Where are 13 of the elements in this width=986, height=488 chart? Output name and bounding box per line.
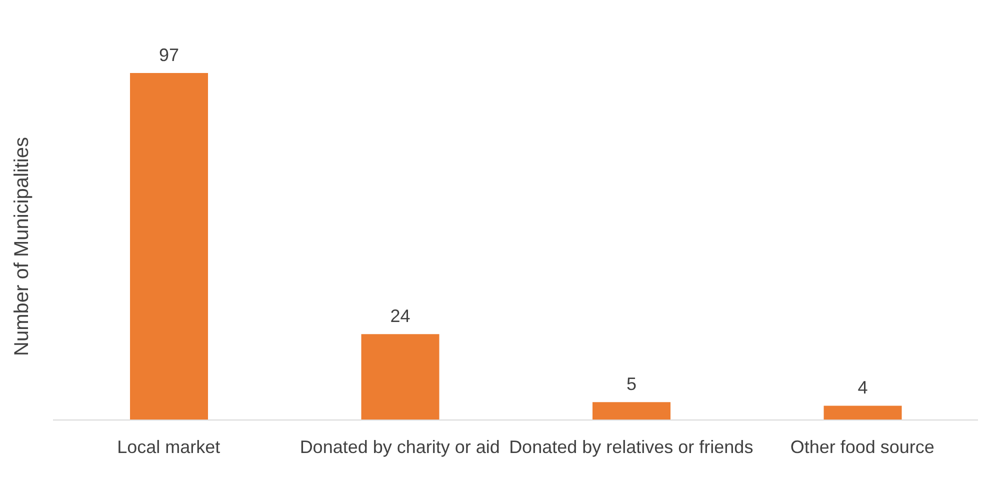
bar [592,402,670,420]
x-tick-label: Donated by relatives or friends [509,436,754,457]
data-label: 97 [158,45,180,65]
x-tick-label: Donated by charity or aid [300,436,500,457]
y-axis-title: Number of Municipalities [11,137,34,356]
bar [824,406,902,420]
bar [361,334,440,420]
x-tick-label: Other food source [790,436,934,457]
data-label: 24 [390,306,410,326]
x-tick-label: Local market [117,436,220,457]
data-label: 4 [858,378,868,398]
data-label: 5 [626,374,637,394]
bar [130,73,208,420]
